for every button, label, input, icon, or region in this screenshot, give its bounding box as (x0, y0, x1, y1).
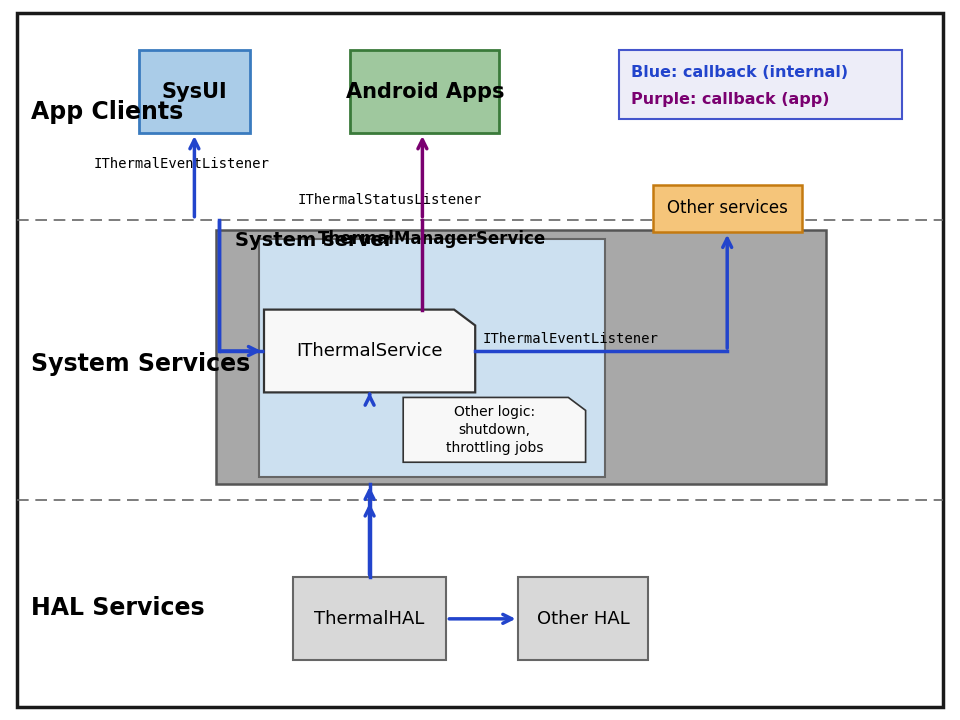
Text: Purple: callback (app): Purple: callback (app) (631, 92, 829, 107)
FancyBboxPatch shape (350, 50, 499, 133)
Polygon shape (403, 397, 586, 462)
Text: ThermalManagerService: ThermalManagerService (318, 230, 546, 248)
FancyBboxPatch shape (518, 577, 648, 660)
FancyBboxPatch shape (619, 50, 902, 119)
Text: Other services: Other services (667, 199, 787, 217)
Text: IThermalEventListener: IThermalEventListener (483, 332, 659, 346)
Polygon shape (264, 310, 475, 392)
FancyBboxPatch shape (17, 13, 943, 707)
Text: IThermalStatusListener: IThermalStatusListener (298, 193, 482, 207)
Text: App Clients: App Clients (31, 99, 183, 124)
Text: IThermalEventListener: IThermalEventListener (94, 158, 270, 171)
Text: Other HAL: Other HAL (537, 610, 630, 628)
Text: HAL Services: HAL Services (31, 596, 204, 621)
Text: Android Apps: Android Apps (346, 82, 504, 102)
FancyBboxPatch shape (139, 50, 250, 133)
FancyBboxPatch shape (216, 230, 826, 484)
Text: ThermalHAL: ThermalHAL (315, 610, 424, 628)
Text: System Services: System Services (31, 351, 250, 376)
FancyBboxPatch shape (653, 185, 802, 232)
Text: Blue: callback (internal): Blue: callback (internal) (631, 65, 848, 80)
Text: IThermalService: IThermalService (297, 342, 443, 360)
Text: Other logic:
shutdown,
throttling jobs: Other logic: shutdown, throttling jobs (445, 405, 543, 455)
Text: SysUI: SysUI (161, 82, 228, 102)
Text: System server: System server (235, 231, 394, 250)
FancyBboxPatch shape (293, 577, 446, 660)
FancyBboxPatch shape (259, 239, 605, 477)
